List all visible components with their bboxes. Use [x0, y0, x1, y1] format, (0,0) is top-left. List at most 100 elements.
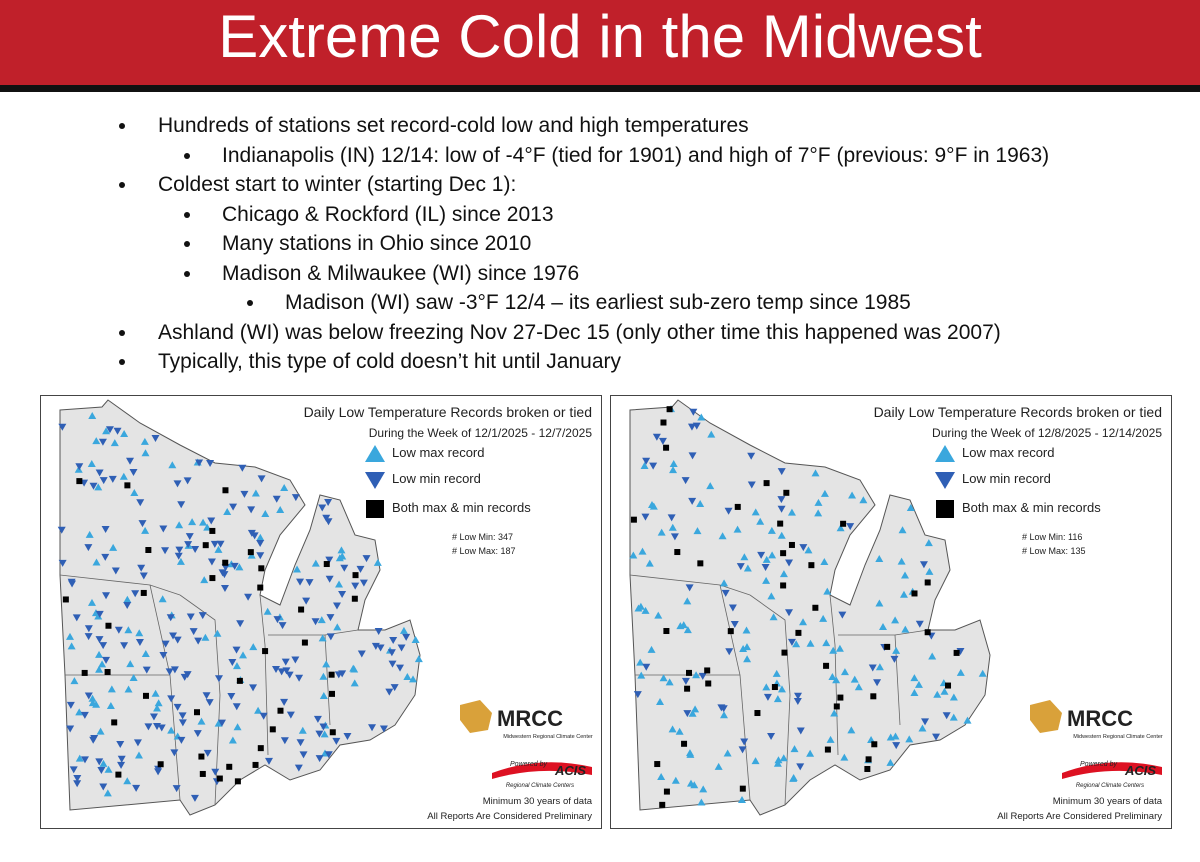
record-marker	[144, 723, 153, 731]
record-marker	[240, 490, 249, 498]
record-marker	[875, 555, 884, 563]
record-marker	[73, 780, 82, 788]
record-marker	[704, 667, 711, 674]
record-marker	[229, 503, 238, 511]
record-marker	[188, 518, 197, 526]
record-marker	[234, 778, 241, 785]
record-marker	[886, 758, 895, 766]
record-marker	[414, 655, 423, 663]
record-marker	[814, 498, 823, 506]
record-marker	[368, 724, 377, 732]
record-marker	[788, 541, 795, 548]
record-marker	[688, 452, 697, 460]
record-marker	[688, 497, 697, 505]
record-marker	[272, 495, 281, 503]
record-marker	[871, 741, 878, 748]
record-marker	[914, 680, 923, 688]
logo-powered: Powered by	[510, 761, 547, 768]
record-marker	[130, 488, 139, 496]
record-marker	[683, 597, 692, 605]
record-marker	[58, 423, 67, 431]
record-marker	[667, 514, 676, 522]
record-marker	[220, 585, 229, 593]
record-marker	[203, 523, 212, 531]
record-marker	[318, 634, 327, 642]
map-footer: Minimum 30 years of data	[1053, 796, 1163, 807]
record-marker	[107, 685, 116, 693]
record-marker	[373, 558, 382, 566]
record-marker	[756, 517, 765, 525]
logo-name: MRCC	[497, 706, 563, 731]
record-marker	[629, 551, 638, 559]
record-marker	[95, 610, 104, 618]
record-marker	[236, 677, 243, 684]
record-marker	[154, 699, 163, 707]
record-marker	[173, 636, 182, 644]
record-marker	[389, 637, 398, 645]
record-marker	[126, 660, 135, 668]
record-marker	[785, 559, 794, 567]
record-marker	[271, 665, 280, 673]
record-marker	[167, 726, 176, 734]
record-marker	[736, 563, 745, 571]
record-marker	[88, 699, 97, 707]
record-marker	[357, 650, 366, 658]
record-marker	[258, 565, 265, 572]
record-marker	[176, 557, 185, 565]
record-marker	[665, 678, 674, 686]
record-marker	[220, 571, 229, 579]
record-marker	[376, 644, 385, 652]
record-marker	[217, 719, 226, 727]
record-marker	[884, 643, 891, 650]
state-border	[894, 629, 929, 636]
record-marker	[244, 593, 253, 601]
record-marker	[124, 626, 133, 634]
record-marker	[848, 491, 857, 499]
map: Daily Low Temperature Records broken or …	[40, 395, 602, 829]
record-marker	[178, 712, 187, 720]
record-marker	[707, 430, 716, 438]
record-marker	[325, 556, 334, 564]
record-marker	[67, 578, 76, 586]
record-marker	[92, 437, 101, 445]
record-marker	[165, 668, 174, 676]
record-marker	[177, 501, 186, 509]
record-marker	[95, 665, 104, 673]
record-marker	[780, 550, 787, 557]
record-marker	[396, 664, 405, 672]
record-marker	[721, 589, 730, 597]
record-marker	[956, 648, 965, 656]
record-marker	[371, 642, 380, 650]
record-marker	[840, 753, 849, 761]
record-marker	[92, 558, 101, 566]
record-marker	[111, 567, 120, 575]
legend-symbol	[366, 500, 384, 518]
record-marker	[933, 690, 942, 698]
record-marker	[654, 611, 663, 619]
record-marker	[141, 449, 150, 457]
record-marker	[652, 433, 661, 441]
record-marker	[223, 508, 232, 516]
record-marker	[910, 674, 919, 682]
record-marker	[727, 628, 734, 635]
record-marker	[145, 547, 152, 554]
record-marker	[637, 671, 646, 679]
record-marker	[157, 724, 166, 732]
record-marker	[66, 701, 75, 709]
record-marker	[733, 525, 742, 533]
record-marker	[773, 759, 782, 767]
record-marker	[129, 469, 138, 477]
record-marker	[891, 616, 900, 624]
record-marker	[669, 466, 678, 474]
record-marker	[659, 674, 668, 682]
record-marker	[99, 477, 108, 485]
record-marker	[159, 525, 168, 533]
legend-symbol	[935, 472, 955, 489]
record-marker	[823, 662, 830, 669]
logo-map	[1030, 700, 1062, 733]
map-subtitle: During the Week of 12/1/2025 - 12/7/2025	[369, 426, 593, 440]
record-marker	[238, 464, 247, 472]
record-marker	[151, 689, 160, 697]
record-marker	[875, 663, 884, 671]
record-marker	[681, 477, 690, 485]
